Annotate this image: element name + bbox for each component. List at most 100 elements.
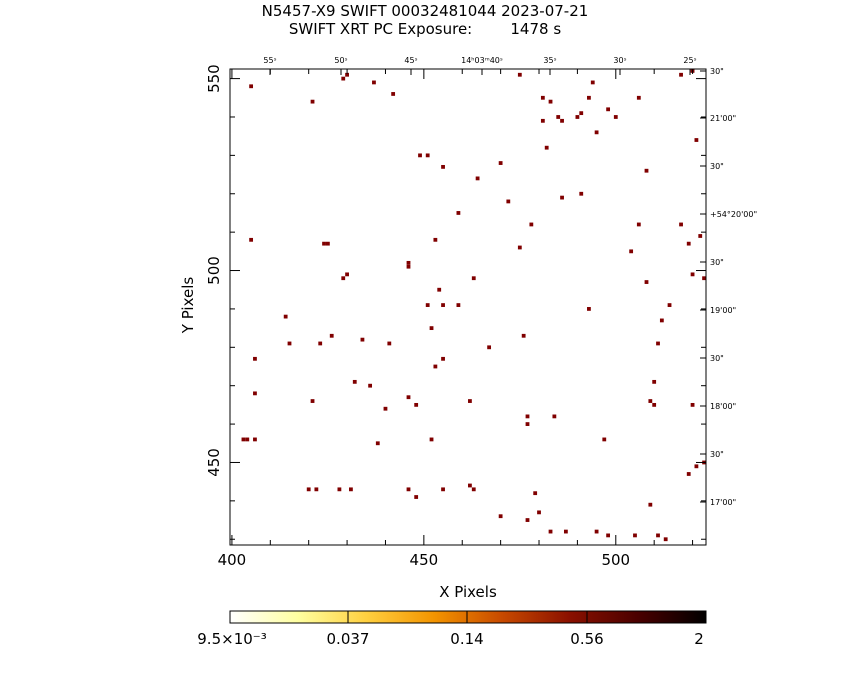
- data-point: [694, 464, 699, 469]
- data-point: [498, 161, 503, 165]
- ra-tick-label: 45ˢ: [404, 56, 417, 65]
- data-point: [391, 92, 396, 96]
- data-point: [517, 72, 522, 77]
- data-point: [679, 72, 683, 77]
- data-point: [341, 276, 346, 281]
- data-point: [587, 307, 591, 311]
- data-point: [441, 356, 445, 361]
- data-point: [606, 533, 611, 538]
- x-tick-label: 500: [601, 551, 630, 569]
- colorbar-label: 0.14: [450, 630, 483, 648]
- dec-tick-label: 30": [710, 162, 724, 171]
- data-point: [548, 99, 553, 104]
- data-point: [556, 115, 561, 119]
- data-point: [429, 437, 434, 442]
- data-points: [241, 69, 706, 542]
- data-point: [663, 537, 668, 542]
- data-point: [414, 495, 419, 499]
- data-point: [525, 414, 530, 419]
- data-point: [560, 195, 564, 200]
- data-point: [560, 118, 564, 123]
- colorbar-label: 2: [694, 630, 704, 648]
- data-point: [548, 529, 553, 534]
- dec-tick-label: 18'00": [710, 402, 736, 411]
- data-point: [406, 395, 411, 400]
- data-point: [383, 406, 388, 411]
- data-point: [325, 241, 330, 246]
- data-point: [656, 341, 660, 346]
- data-point: [575, 115, 580, 119]
- data-point: [437, 287, 442, 292]
- data-point: [525, 422, 530, 426]
- data-point: [471, 276, 476, 281]
- data-point: [372, 80, 376, 85]
- data-point: [487, 345, 492, 350]
- data-point: [245, 437, 250, 442]
- chart-title: N5457-X9 SWIFT 00032481044 2023-07-21: [261, 2, 589, 20]
- dec-tick-label: 19'00": [710, 306, 736, 315]
- colorbar-label: 0.56: [570, 630, 603, 648]
- data-point: [345, 272, 349, 277]
- data-point: [468, 483, 472, 488]
- data-point: [456, 211, 461, 215]
- data-point: [587, 95, 591, 100]
- plot-frame: [229, 68, 707, 546]
- data-point: [602, 437, 607, 442]
- data-point: [471, 487, 476, 492]
- data-point: [606, 107, 611, 112]
- data-point: [329, 333, 334, 338]
- data-point: [659, 318, 664, 323]
- y-tick-label: 550: [205, 64, 223, 93]
- data-point: [310, 99, 315, 104]
- data-point: [652, 402, 657, 407]
- data-point: [425, 153, 430, 158]
- ra-tick-label: 25ˢ: [683, 56, 696, 65]
- data-point: [636, 95, 641, 100]
- ra-tick-label: 30ˢ: [613, 56, 626, 65]
- data-point: [540, 95, 545, 100]
- axes: 400 450 500 450 500 550 55ˢ 50ˢ 45ˢ 14ʰ03ᵐ40ˢ 35ˢ 3…: [205, 56, 757, 569]
- data-point: [368, 383, 373, 388]
- data-point: [253, 356, 257, 361]
- data-point: [456, 303, 461, 307]
- data-point: [579, 111, 584, 116]
- dec-tick-label: 30": [710, 258, 724, 267]
- y-axis-label: Y Pixels: [179, 277, 197, 335]
- data-point: [644, 168, 649, 173]
- data-point: [525, 518, 530, 522]
- data-point: [594, 529, 599, 534]
- dec-tick-label: 21'00": [710, 114, 736, 123]
- data-point: [529, 222, 534, 227]
- data-point: [475, 176, 480, 181]
- ra-tick-label: 55ˢ: [263, 56, 276, 65]
- data-point: [433, 364, 438, 369]
- data-point: [679, 222, 683, 227]
- data-point: [441, 487, 445, 492]
- data-point: [636, 222, 641, 227]
- data-point: [349, 487, 353, 492]
- data-point: [433, 237, 438, 242]
- y-tick-label: 450: [205, 448, 223, 477]
- dec-tick-label: 17'00": [710, 498, 736, 507]
- data-point: [406, 264, 411, 269]
- data-point: [341, 76, 346, 81]
- data-point: [468, 399, 472, 403]
- data-point: [544, 145, 549, 150]
- data-point: [406, 260, 411, 265]
- dec-tick-label: +54°20'00": [710, 210, 757, 219]
- data-point: [253, 437, 257, 442]
- data-point: [644, 280, 649, 284]
- data-point: [694, 138, 699, 142]
- dec-tick-label: 30": [710, 354, 724, 363]
- data-point: [594, 130, 599, 135]
- data-point: [702, 276, 706, 281]
- data-point: [425, 303, 430, 307]
- data-point: [698, 234, 703, 238]
- data-point: [686, 241, 691, 246]
- colorbar: 9.5×10⁻³ 0.037 0.14 0.56 2: [197, 610, 707, 648]
- data-point: [418, 153, 422, 158]
- data-point: [667, 303, 672, 307]
- data-point: [360, 337, 365, 342]
- data-point: [241, 437, 246, 442]
- y-tick-label: 500: [205, 256, 223, 285]
